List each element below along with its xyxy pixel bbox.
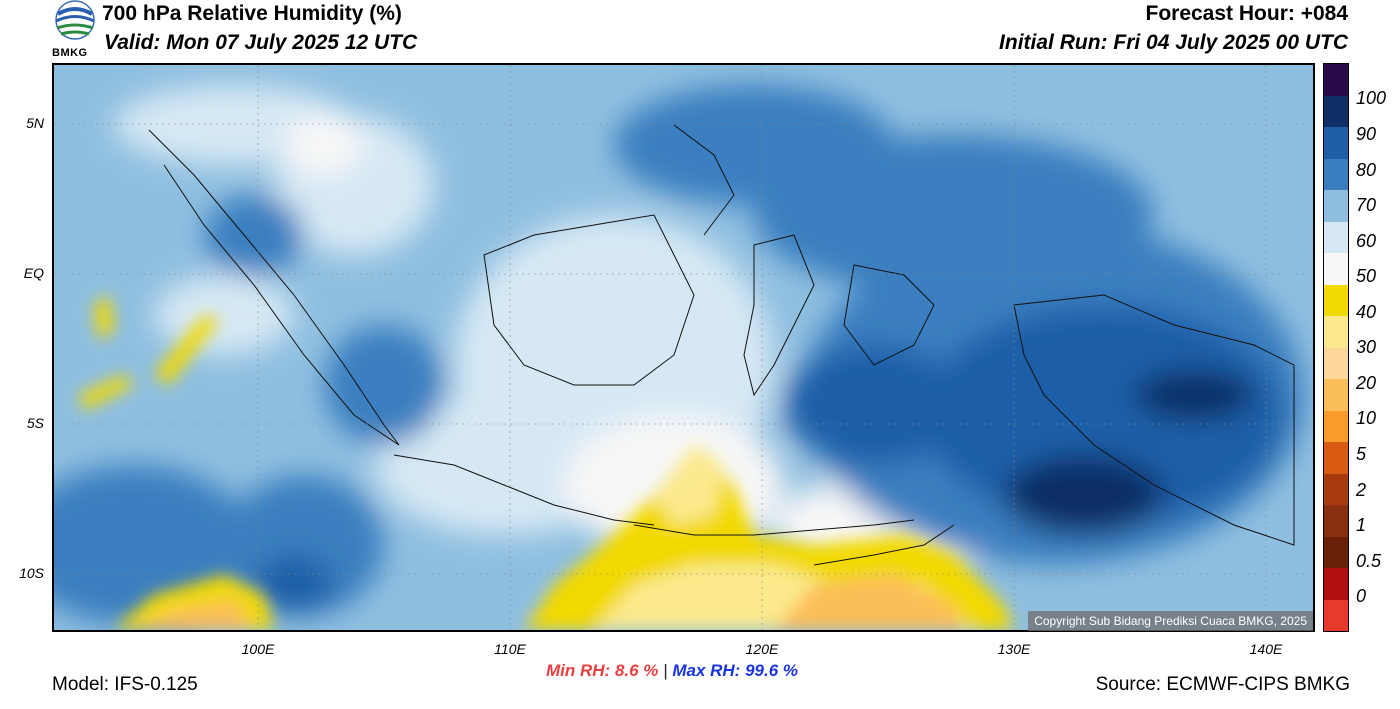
min-rh-label: Min RH: <box>546 661 611 680</box>
separator: | <box>663 661 668 680</box>
lon-label-100e: 100E <box>241 641 275 657</box>
colorbar-swatch <box>1324 64 1348 96</box>
colorbar-label: 70 <box>1356 195 1377 215</box>
colorbar-label: 100 <box>1356 88 1387 108</box>
colorbar-swatch <box>1324 95 1348 127</box>
max-rh-value: 99.6 % <box>745 661 799 680</box>
lat-label-10s: 10S <box>19 565 44 581</box>
max-rh-label: Max RH: <box>672 661 741 680</box>
colorbar-swatch <box>1324 284 1348 316</box>
forecast-hour: Forecast Hour: +084 <box>1145 2 1349 25</box>
colorbar-swatch <box>1324 253 1348 285</box>
colorbar-swatch <box>1324 473 1348 505</box>
lat-label-5n: 5N <box>26 115 44 131</box>
colorbar-label: 90 <box>1356 124 1377 144</box>
colorbar-swatch <box>1324 599 1348 631</box>
bmkg-logo-icon <box>55 0 95 40</box>
colorbar-swatch <box>1324 536 1348 568</box>
colorbar-swatch <box>1324 379 1348 411</box>
colorbar-swatch <box>1324 410 1348 442</box>
model-name: Model: IFS-0.125 <box>52 674 198 695</box>
colorbar-label: 5 <box>1356 444 1367 464</box>
colorbar-swatch <box>1324 316 1348 348</box>
min-max-rh: Min RH: 8.6 % | Max RH: 99.6 % <box>546 661 798 681</box>
colorbar-label: 80 <box>1356 160 1377 180</box>
colorbar-label: 20 <box>1356 373 1377 393</box>
colorbar-swatch <box>1324 568 1348 600</box>
map-title: 700 hPa Relative Humidity (%) <box>102 2 402 25</box>
lon-label-130e: 130E <box>997 641 1031 657</box>
humidity-field <box>54 65 1313 630</box>
min-rh-value: 8.6 % <box>614 661 659 680</box>
colorbar-swatch <box>1324 190 1348 222</box>
colorbar-swatch <box>1324 221 1348 253</box>
colorbar-label: 1 <box>1356 515 1367 535</box>
colorbar-label: 10 <box>1356 408 1377 428</box>
lat-label-5s: 5S <box>26 415 44 431</box>
data-source: Source: ECMWF-CIPS BMKG <box>1095 674 1350 695</box>
logo-text: BMKG <box>52 47 88 59</box>
colorbar-label: 0.5 <box>1356 551 1382 571</box>
lon-label-110e: 110E <box>494 641 526 657</box>
lon-label-120e: 120E <box>745 641 779 657</box>
coastlines <box>148 124 1295 566</box>
colorbar-swatch <box>1324 347 1348 379</box>
initial-run: Initial Run: Fri 04 July 2025 00 UTC <box>999 31 1348 54</box>
colorbar <box>1323 63 1349 632</box>
colorbar-label: 0 <box>1356 586 1367 606</box>
lat-label-eq: EQ <box>23 265 44 281</box>
colorbar-label: 30 <box>1356 337 1377 357</box>
colorbar-label: 60 <box>1356 231 1377 251</box>
colorbar-label: 2 <box>1356 480 1367 500</box>
copyright-notice: Copyright Sub Bidang Prediksi Cuaca BMKG… <box>1028 611 1313 631</box>
colorbar-swatch <box>1324 127 1348 159</box>
colorbar-swatch <box>1324 158 1348 190</box>
lon-label-140e: 140E <box>1249 641 1283 657</box>
colorbar-label: 50 <box>1356 266 1377 286</box>
colorbar-label: 40 <box>1356 302 1377 322</box>
colorbar-swatch <box>1324 442 1348 474</box>
valid-time: Valid: Mon 07 July 2025 12 UTC <box>104 31 418 54</box>
colorbar-swatch <box>1324 505 1348 537</box>
humidity-map <box>52 63 1315 632</box>
